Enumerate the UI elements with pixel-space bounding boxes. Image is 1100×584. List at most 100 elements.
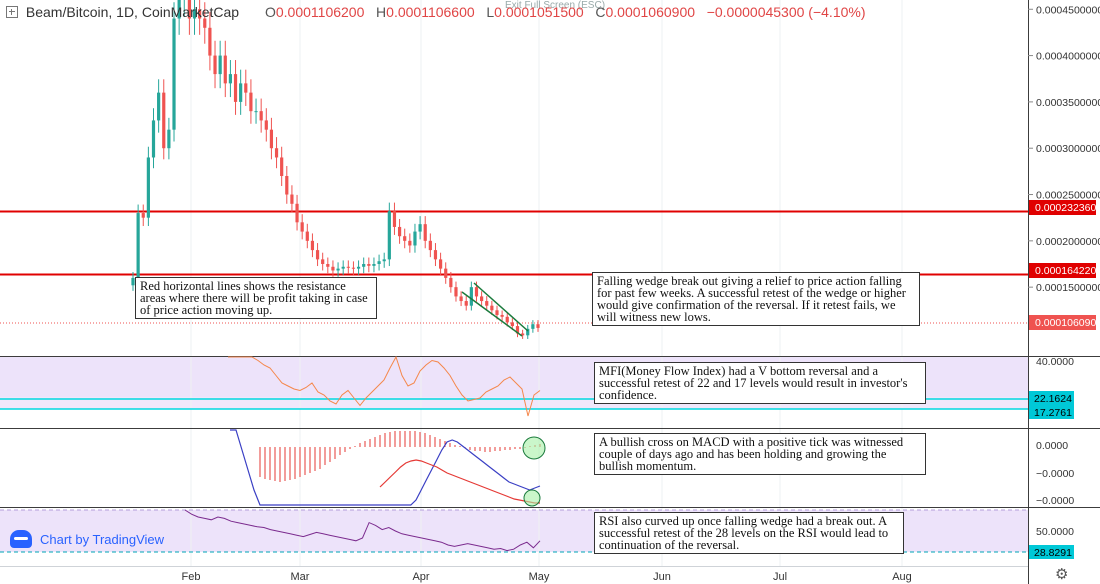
rsi-line [184, 509, 541, 552]
candle-body-13 [198, 9, 202, 19]
candle-body-19 [228, 74, 233, 84]
rsi-tag-28-text: 28.8291 [1034, 547, 1072, 559]
y-tick-label-3: 0.0003000000 [1036, 143, 1100, 155]
candle-body-25 [259, 111, 263, 121]
candle-body-70 [490, 305, 494, 311]
symbol-title: Beam/Bitcoin, 1D, CoinMarketCap [25, 4, 240, 20]
candle-body-76 [521, 333, 525, 336]
tradingview-branding[interactable]: Chart by TradingView [10, 530, 164, 548]
candle-body-52 [397, 226, 402, 237]
mfi-tag-17-text: 17.2761 [1034, 407, 1072, 419]
time-axis: Feb Mar Apr May Jun Jul Aug [182, 571, 912, 583]
candle-body-22 [244, 83, 248, 93]
y-tick-label-4: 0.0002500000 [1036, 190, 1100, 202]
candle-body-35 [310, 240, 315, 251]
candle-body-33 [300, 222, 304, 232]
candle-body-27 [269, 129, 274, 149]
candle-body-78 [531, 324, 535, 329]
candle-body-14 [203, 18, 207, 28]
candle-body-26 [264, 120, 268, 130]
candle-body-46 [367, 264, 371, 266]
tradingview-logo-icon [10, 530, 32, 548]
candle-body-73 [505, 316, 509, 323]
exit-fullscreen-hint[interactable]: Exit Full Screen (ESC) [505, 0, 606, 11]
candle-body-12 [192, 9, 197, 19]
annotation-macd: A bullish cross on MACD with a positive … [594, 433, 926, 475]
candle-body-53 [403, 236, 407, 241]
macd-signal-line [379, 459, 540, 504]
candle-body-7 [167, 129, 171, 149]
falling-wedge [461, 282, 529, 337]
candle-body-9 [177, 0, 181, 19]
candle-body-45 [362, 264, 366, 267]
price-axis: 0.0004500000 0.0004000000 0.0003500000 0.00… [1028, 4, 1100, 294]
y-tick-label-1: 0.0004000000 [1036, 51, 1100, 63]
candle-body-43 [351, 267, 356, 269]
candle-body-32 [295, 203, 299, 223]
y-tick-label-2: 0.0003500000 [1036, 97, 1100, 109]
candle-body-50 [387, 211, 391, 260]
candle-body-61 [444, 268, 448, 278]
high-label: H [376, 4, 387, 20]
y-tick-label-5: 0.0002000000 [1036, 236, 1100, 248]
candle-body-79 [536, 324, 540, 328]
candle-body-44 [356, 266, 361, 269]
chart-header: Beam/Bitcoin, 1D, CoinMarketCap O0.00011… [6, 4, 866, 20]
annotation-mfi: MFI(Money Flow Index) had a V bottom rev… [594, 362, 926, 404]
candle-body-57 [423, 224, 427, 241]
candle-body-34 [305, 231, 309, 241]
candle-body-31 [290, 194, 294, 204]
candle-body-36 [315, 250, 320, 260]
candle-body-8 [172, 18, 176, 130]
candle-body-51 [392, 211, 397, 227]
change-value: −0.0000045300 (−4.10%) [706, 4, 866, 20]
candle-body-30 [285, 176, 289, 195]
gear-icon[interactable]: ⚙ [1055, 566, 1069, 583]
candle-body-11 [187, 0, 191, 19]
candle-body-41 [341, 266, 345, 269]
candle-body-23 [249, 92, 253, 112]
candle-body-68 [480, 296, 484, 302]
candle-body-28 [274, 148, 279, 158]
mfi-tag-22-text: 22.1624 [1034, 393, 1072, 405]
macd-highlight-circle-top [522, 436, 546, 460]
candle-body-1 [136, 213, 140, 278]
candle-body-64 [459, 296, 463, 302]
candle-body-21 [239, 83, 243, 102]
candle-body-0 [131, 277, 135, 286]
macd-axis-tick-1: 0.0000 [1036, 440, 1068, 452]
tradingview-label: Chart by TradingView [40, 531, 165, 547]
candle-body-16 [213, 55, 217, 75]
resistance-lines [0, 210, 1028, 276]
expand-icon[interactable] [6, 6, 18, 18]
candle-body-58 [428, 240, 432, 251]
candle-body-38 [326, 264, 330, 267]
candle-body-48 [377, 261, 381, 264]
candle-body-39 [331, 266, 335, 271]
candle-body-65 [464, 301, 468, 306]
x-tick-apr: Apr [412, 571, 429, 583]
macd-axis-tick-2: −0.0000 [1036, 468, 1074, 480]
annotation-rsi: RSI also curved up once falling wedge ha… [594, 512, 904, 554]
low-value: 0.0001051500 [494, 4, 584, 20]
candle-body-77 [526, 328, 530, 336]
candle-body-47 [372, 264, 376, 266]
resistance-tag-1: 0.0002323600 [1029, 200, 1100, 215]
open-value: 0.0001106200 [275, 4, 365, 20]
macd-line [230, 429, 541, 506]
mfi-line [228, 355, 541, 417]
candle-body-71 [495, 310, 499, 315]
close-label: C [595, 4, 606, 20]
candle-body-67 [474, 287, 479, 297]
candle-body-2 [141, 213, 145, 218]
candle-body-74 [510, 322, 514, 327]
mfi-axis-tick: 40.0000 [1036, 356, 1074, 368]
candle-body-4 [151, 120, 156, 158]
mfi-tag-17: 17.2761 [1029, 405, 1074, 419]
candle-body-75 [515, 326, 520, 334]
candle-body-56 [418, 224, 422, 232]
candle-body-54 [408, 240, 412, 246]
resistance-tag-1-text: 0.0002323600 [1035, 202, 1100, 214]
candle-body-66 [469, 287, 473, 306]
annotation-wedge: Falling wedge break out giving a relief … [592, 272, 920, 326]
